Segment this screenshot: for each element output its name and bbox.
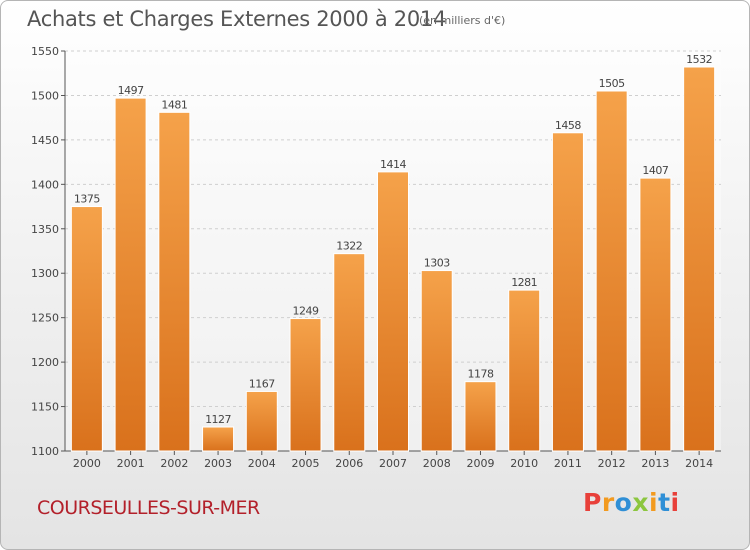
bar-2014 bbox=[683, 66, 716, 452]
bar-2011 bbox=[551, 132, 584, 452]
x-tick-label-2007: 2007 bbox=[379, 457, 407, 470]
x-tick-label-2008: 2008 bbox=[423, 457, 451, 470]
bar-2010 bbox=[508, 289, 541, 452]
y-tick-label-1300: 1300 bbox=[31, 267, 59, 280]
data-label-2006: 1322 bbox=[336, 240, 362, 253]
x-tick-label-2005: 2005 bbox=[292, 457, 320, 470]
y-tick-label-1500: 1500 bbox=[31, 89, 59, 102]
logo-letter: i bbox=[670, 488, 680, 517]
x-tick-label-2002: 2002 bbox=[160, 457, 188, 470]
y-tick-label-1550: 1550 bbox=[31, 45, 59, 58]
data-label-2001: 1497 bbox=[118, 84, 144, 97]
chart-title: Achats et Charges Externes 2000 à 2014 bbox=[27, 7, 447, 31]
x-tick-label-2001: 2001 bbox=[117, 457, 145, 470]
bar-2002 bbox=[158, 111, 191, 452]
y-tick-label-1450: 1450 bbox=[31, 134, 59, 147]
y-tick-label-1250: 1250 bbox=[31, 312, 59, 325]
x-tick-label-2003: 2003 bbox=[204, 457, 232, 470]
bar-2007 bbox=[377, 171, 409, 452]
x-tick-label-2010: 2010 bbox=[510, 457, 538, 470]
x-tick-label-2012: 2012 bbox=[598, 457, 626, 470]
data-label-2011: 1458 bbox=[555, 119, 581, 132]
y-tick-label-1150: 1150 bbox=[31, 401, 59, 414]
data-label-2005: 1249 bbox=[293, 305, 319, 318]
y-tick-label-1100: 1100 bbox=[31, 445, 59, 458]
x-tick-label-2009: 2009 bbox=[466, 457, 494, 470]
logo-letter: i bbox=[649, 488, 659, 517]
data-label-2013: 1407 bbox=[642, 164, 668, 177]
x-tick-label-2004: 2004 bbox=[248, 457, 276, 470]
bar-2003 bbox=[202, 426, 235, 452]
bar-2005 bbox=[289, 318, 322, 452]
x-tick-label-2000: 2000 bbox=[73, 457, 101, 470]
bar-2008 bbox=[420, 270, 453, 452]
data-label-2007: 1414 bbox=[380, 158, 406, 171]
data-label-2003: 1127 bbox=[205, 413, 231, 426]
logo-letter: r bbox=[601, 488, 615, 517]
data-label-2000: 1375 bbox=[74, 193, 100, 206]
data-label-2014: 1532 bbox=[686, 53, 712, 66]
x-tick-label-2011: 2011 bbox=[554, 457, 582, 470]
logo-letter: x bbox=[632, 488, 649, 517]
bar-2012 bbox=[595, 90, 628, 452]
data-label-2012: 1505 bbox=[599, 77, 625, 90]
x-tick-label-2014: 2014 bbox=[685, 457, 713, 470]
chart-subtitle: (en milliers d'€) bbox=[419, 14, 506, 27]
city-name: COURSEULLES-SUR-MER bbox=[37, 497, 260, 519]
bar-2006 bbox=[333, 253, 366, 452]
bar-2013 bbox=[639, 177, 672, 452]
logo-letter: P bbox=[583, 488, 602, 517]
x-tick-label-2013: 2013 bbox=[641, 457, 669, 470]
bar-2001 bbox=[114, 97, 147, 452]
y-tick-label-1400: 1400 bbox=[31, 178, 59, 191]
logo-letter: t bbox=[658, 488, 671, 517]
data-label-2008: 1303 bbox=[424, 257, 450, 270]
bar-2000 bbox=[70, 206, 103, 452]
proxiti-logo[interactable]: Proxiti bbox=[583, 488, 680, 517]
data-label-2009: 1178 bbox=[467, 368, 493, 381]
bar-2004 bbox=[245, 390, 278, 452]
data-label-2002: 1481 bbox=[161, 98, 187, 111]
data-label-2004: 1167 bbox=[249, 377, 275, 390]
bar-2009 bbox=[464, 381, 497, 452]
y-tick-label-1350: 1350 bbox=[31, 223, 59, 236]
logo-letter: o bbox=[614, 488, 633, 517]
x-tick-label-2006: 2006 bbox=[335, 457, 363, 470]
data-label-2010: 1281 bbox=[511, 276, 537, 289]
y-tick-label-1200: 1200 bbox=[31, 356, 59, 369]
